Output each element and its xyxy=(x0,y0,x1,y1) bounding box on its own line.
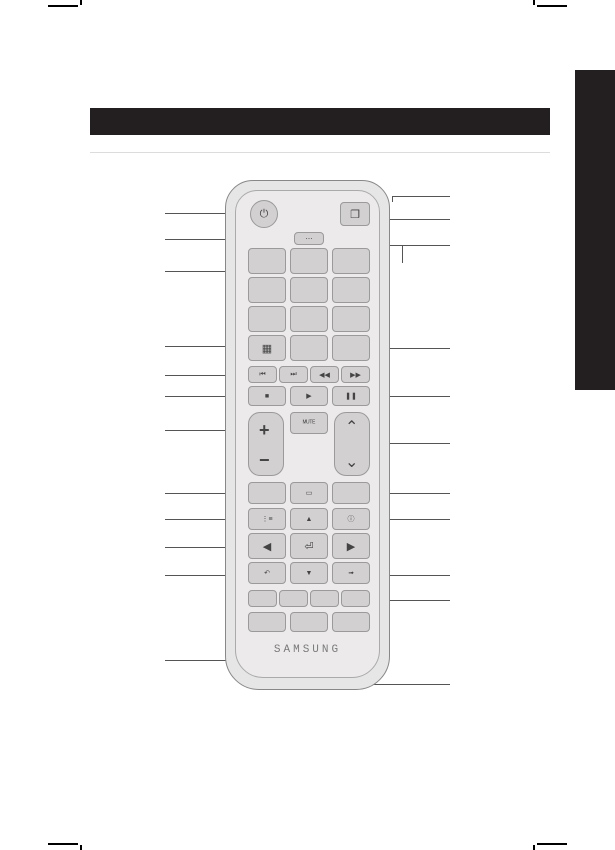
btn-left[interactable]: ◀ xyxy=(248,533,286,559)
remote: ⏻❐⋯▦⏮⏭◀◀▶▶■▶❚❚ᴹᵁᵀᴱ▭⋮≡▲ⓘ◀⏎▶↶▼➟ + − ⌃ ⌄ SA… xyxy=(225,180,390,690)
btn-key9[interactable] xyxy=(332,306,370,332)
btn-rewind-skip[interactable]: ⏮ xyxy=(248,366,277,383)
btn-pre-ch[interactable] xyxy=(332,335,370,361)
btn-info[interactable]: ⓘ xyxy=(332,508,370,530)
btn-ttx[interactable]: ⋯ xyxy=(294,232,324,245)
btn-mute[interactable]: ᴹᵁᵀᴱ xyxy=(290,412,328,434)
btn-fwd-skip-glyph: ⏭ xyxy=(280,367,307,382)
btn-fwd-skip[interactable]: ⏭ xyxy=(279,366,308,383)
btn-key7[interactable] xyxy=(248,306,286,332)
btn-key8[interactable] xyxy=(290,306,328,332)
crop-br-h xyxy=(537,843,567,845)
btn-exit-glyph: ➟ xyxy=(333,563,369,583)
btn-color-b[interactable] xyxy=(279,590,308,607)
brand-label: SAMSUNG xyxy=(225,644,390,656)
btn-up-glyph: ▲ xyxy=(291,509,327,529)
btn-tools-glyph: ⋮≡ xyxy=(249,509,285,529)
btn-key2[interactable] xyxy=(290,248,328,274)
btn-up[interactable]: ▲ xyxy=(290,508,328,530)
crop-tr-v xyxy=(533,0,535,5)
btn-color-c[interactable] xyxy=(310,590,339,607)
btn-down[interactable]: ▼ xyxy=(290,562,328,584)
header-bar xyxy=(90,108,550,135)
btn-enter[interactable]: ⏎ xyxy=(290,533,328,559)
btn-key6[interactable] xyxy=(332,277,370,303)
crop-bl-h xyxy=(48,843,78,845)
btn-color-d[interactable] xyxy=(341,590,370,607)
crop-tr-h xyxy=(537,5,567,7)
btn-stop[interactable]: ■ xyxy=(248,386,286,406)
btn-stop-glyph: ■ xyxy=(249,387,285,405)
btn-key1[interactable] xyxy=(248,248,286,274)
page-root: ⏻❐⋯▦⏮⏭◀◀▶▶■▶❚❚ᴹᵁᵀᴱ▭⋮≡▲ⓘ◀⏎▶↶▼➟ + − ⌃ ⌄ SA… xyxy=(0,0,615,850)
btn-soft-c[interactable] xyxy=(332,612,370,632)
btn-ttx-glyph: ⋯ xyxy=(295,233,323,244)
btn-return[interactable]: ↶ xyxy=(248,562,286,584)
btn-left-glyph: ◀ xyxy=(249,534,285,558)
btn-forward-glyph: ▶▶ xyxy=(342,367,369,382)
btn-key3[interactable] xyxy=(332,248,370,274)
btn-menu-r[interactable] xyxy=(332,482,370,504)
btn-rewind-glyph: ◀◀ xyxy=(311,367,338,382)
btn-ch-rocker[interactable] xyxy=(334,412,370,476)
side-tab xyxy=(575,70,615,390)
crop-tl-v xyxy=(80,0,82,5)
btn-play[interactable]: ▶ xyxy=(290,386,328,406)
btn-right-glyph: ▶ xyxy=(333,534,369,558)
btn-mix[interactable]: ▦ xyxy=(248,335,286,361)
btn-return-glyph: ↶ xyxy=(249,563,285,583)
btn-pause-glyph: ❚❚ xyxy=(333,387,369,405)
crop-br-v xyxy=(533,845,535,850)
btn-key0[interactable] xyxy=(290,335,328,361)
btn-power[interactable]: ⏻ xyxy=(250,200,278,228)
btn-guide[interactable]: ▭ xyxy=(290,482,328,504)
btn-mix-glyph: ▦ xyxy=(249,336,285,360)
btn-source-glyph: ❐ xyxy=(341,203,369,225)
btn-down-glyph: ▼ xyxy=(291,563,327,583)
header-rule xyxy=(90,152,550,153)
btn-power-glyph: ⏻ xyxy=(251,201,277,227)
btn-enter-glyph: ⏎ xyxy=(291,534,327,558)
btn-tools[interactable]: ⋮≡ xyxy=(248,508,286,530)
btn-forward[interactable]: ▶▶ xyxy=(341,366,370,383)
crop-bl-v xyxy=(80,845,82,850)
btn-rewind[interactable]: ◀◀ xyxy=(310,366,339,383)
btn-menu-l[interactable] xyxy=(248,482,286,504)
btn-source[interactable]: ❐ xyxy=(340,202,370,226)
btn-mute-glyph: ᴹᵁᵀᴱ xyxy=(291,413,327,433)
btn-key5[interactable] xyxy=(290,277,328,303)
btn-color-a[interactable] xyxy=(248,590,277,607)
btn-rewind-skip-glyph: ⏮ xyxy=(249,367,276,382)
btn-pause[interactable]: ❚❚ xyxy=(332,386,370,406)
btn-exit[interactable]: ➟ xyxy=(332,562,370,584)
btn-soft-a[interactable] xyxy=(248,612,286,632)
btn-guide-glyph: ▭ xyxy=(291,483,327,503)
btn-info-glyph: ⓘ xyxy=(333,509,369,529)
btn-key4[interactable] xyxy=(248,277,286,303)
btn-vol-rocker[interactable] xyxy=(248,412,284,476)
btn-play-glyph: ▶ xyxy=(291,387,327,405)
btn-right[interactable]: ▶ xyxy=(332,533,370,559)
btn-soft-b[interactable] xyxy=(290,612,328,632)
crop-tl-h xyxy=(48,5,78,7)
